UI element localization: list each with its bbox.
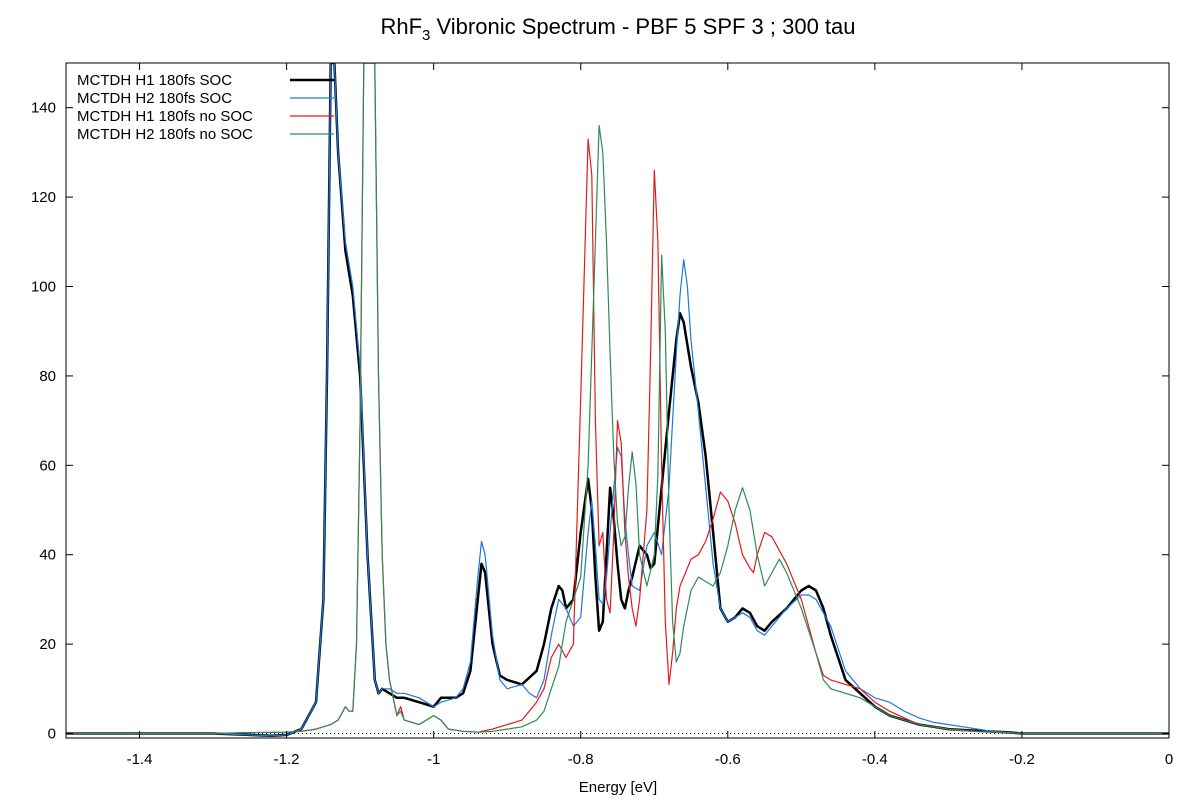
y-tick-label: 20 xyxy=(39,636,56,653)
legend-label-2: MCTDH H2 180fs SOC xyxy=(77,90,232,107)
y-tick-label: 120 xyxy=(31,189,56,206)
plot-frame xyxy=(65,62,1170,739)
x-tick-label: -0.4 xyxy=(862,751,888,768)
y-tick-label: 40 xyxy=(39,547,56,564)
series-layer xyxy=(66,63,1169,738)
y-tick-label: 140 xyxy=(31,100,56,117)
chart-title-main: RhF xyxy=(380,14,422,39)
x-tick-label: -0.2 xyxy=(1009,751,1035,768)
x-tick-label: -0.6 xyxy=(715,751,741,768)
x-tick-label: -0.8 xyxy=(568,751,594,768)
axes-layer: -1.4 -1.2 -1 -0.8 -0.6 -0.4 -0.2 0 0 20 40 60 80 100 1… xyxy=(31,62,1173,768)
legend-label-1: MCTDH H1 180fs SOC xyxy=(77,72,232,89)
legend-label-3: MCTDH H1 180fs no SOC xyxy=(77,108,253,125)
x-tick-label: -1.2 xyxy=(274,751,300,768)
x-tick-label: -1 xyxy=(427,751,440,768)
x-axis-label: Energy [eV] xyxy=(579,779,657,796)
chart-title-subscript: 3 xyxy=(422,27,430,44)
y-tick-label: 80 xyxy=(39,368,56,385)
x-tick-label: 0 xyxy=(1165,751,1173,768)
legend-label-4: MCTDH H2 180fs no SOC xyxy=(77,126,253,143)
chart-title-rest: Vibronic Spectrum - PBF 5 SPF 3 ; 300 ta… xyxy=(430,14,855,39)
series-line-1 xyxy=(66,63,1169,738)
series-line-2 xyxy=(66,63,1169,737)
y-tick-label: 0 xyxy=(48,726,56,743)
x-tick-label: -1.4 xyxy=(127,751,153,768)
y-tick-label: 60 xyxy=(39,457,56,474)
chart-title: RhF3 Vibronic Spectrum - PBF 5 SPF 3 ; 3… xyxy=(380,14,855,44)
y-tick-label: 100 xyxy=(31,279,56,296)
series-line-3 xyxy=(66,63,1169,735)
series-line-4 xyxy=(66,63,1169,735)
